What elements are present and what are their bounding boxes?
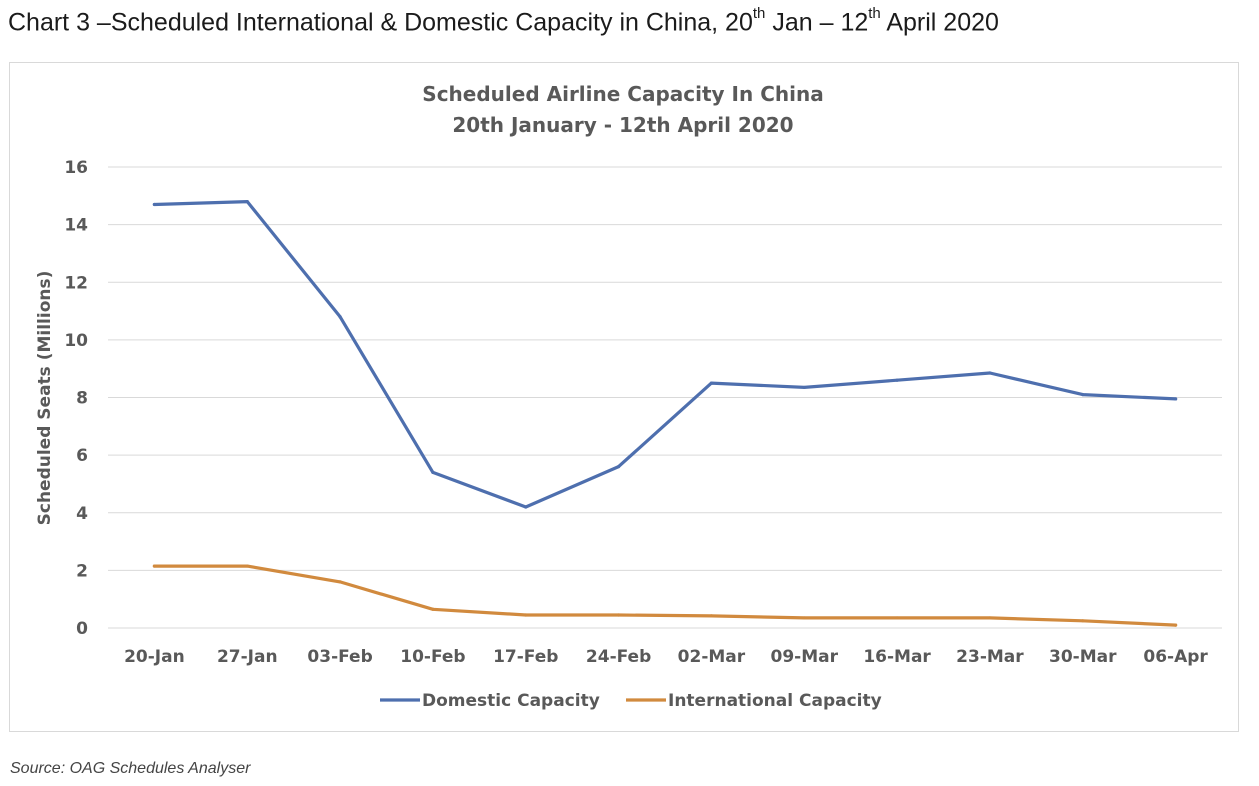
x-tick-label: 24-Feb xyxy=(586,647,651,667)
y-tick-label: 2 xyxy=(76,561,88,581)
data-point xyxy=(245,199,249,204)
gridlines xyxy=(108,166,1222,629)
y-tick-label: 0 xyxy=(76,619,88,639)
x-tick-label: 27-Jan xyxy=(217,647,278,667)
y-tick-label: 6 xyxy=(76,446,88,466)
data-point xyxy=(802,385,806,390)
data-point xyxy=(338,315,342,319)
data-point xyxy=(1081,619,1085,623)
source-note: Source: OAG Schedules Analyser xyxy=(10,760,251,777)
data-point xyxy=(1081,393,1085,397)
data-point xyxy=(431,607,435,611)
legend: Domestic Capacity International Capacity xyxy=(380,691,882,711)
x-tick-label: 17-Feb xyxy=(493,647,558,667)
series-line-domestic xyxy=(152,200,1178,509)
data-point xyxy=(152,564,157,568)
y-axis-title: Scheduled Seats (Millions) xyxy=(35,271,55,526)
data-point xyxy=(1173,623,1178,627)
x-tick-label: 20-Jan xyxy=(124,647,185,667)
data-point xyxy=(1173,397,1178,401)
y-tick-label: 8 xyxy=(76,389,88,409)
y-tick-label: 16 xyxy=(64,158,88,178)
x-tick-label: 10-Feb xyxy=(400,647,465,667)
data-point xyxy=(802,616,806,620)
y-tick-label: 12 xyxy=(64,273,88,293)
x-tick-label: 16-Mar xyxy=(863,647,931,667)
data-point xyxy=(616,613,621,617)
data-point xyxy=(245,564,249,568)
data-point xyxy=(895,616,899,620)
data-point xyxy=(524,505,528,509)
data-point xyxy=(988,371,992,375)
series-line-international xyxy=(152,564,1178,627)
y-tick-labels: 0 2 4 6 8 10 12 14 16 xyxy=(64,158,88,639)
x-tick-label: 03-Feb xyxy=(307,647,372,667)
data-point xyxy=(988,616,992,620)
data-point xyxy=(524,613,528,617)
data-point xyxy=(709,614,714,618)
y-tick-label: 14 xyxy=(64,216,88,236)
data-point xyxy=(152,202,157,207)
data-point xyxy=(338,580,342,584)
series-lines xyxy=(152,199,1178,627)
data-point xyxy=(431,470,435,475)
chart-title: Scheduled Airline Capacity In China xyxy=(422,82,823,106)
x-tick-label: 06-Apr xyxy=(1143,647,1208,667)
x-tick-label: 09-Mar xyxy=(771,647,839,667)
x-tick-label: 23-Mar xyxy=(956,647,1024,667)
x-tick-label: 30-Mar xyxy=(1049,647,1117,667)
page-heading: Chart 3 –Scheduled International & Domes… xyxy=(8,5,999,37)
legend-label: Domestic Capacity xyxy=(422,691,600,711)
x-tick-label: 02-Mar xyxy=(678,647,746,667)
y-tick-label: 4 xyxy=(76,504,88,524)
x-tick-labels: 20-Jan 27-Jan 03-Feb 10-Feb 17-Feb 24-Feb 02-M… xyxy=(124,647,1208,667)
chart-subtitle: 20th January - 12th April 2020 xyxy=(452,113,793,137)
data-point xyxy=(895,378,899,382)
data-point xyxy=(709,381,714,385)
data-point xyxy=(616,465,621,469)
legend-label: International Capacity xyxy=(668,691,882,711)
y-tick-label: 10 xyxy=(64,331,88,351)
